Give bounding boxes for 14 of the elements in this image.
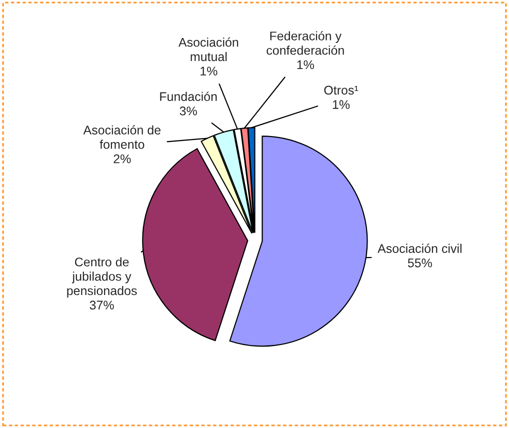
- slice-label: Fundación: [160, 92, 217, 102]
- data-label: 2%: [114, 154, 131, 164]
- data-label: 55%: [408, 258, 432, 268]
- slice-label: Federación y confederación: [266, 31, 344, 55]
- data-label: 1%: [297, 60, 314, 70]
- slice-label: Asociación de fomento: [83, 125, 161, 149]
- slice-label: Asociación civil: [378, 244, 462, 253]
- data-label: 1%: [200, 66, 218, 76]
- data-label: 3%: [180, 106, 197, 116]
- data-label: 1%: [332, 100, 350, 109]
- slice-label: Centro de jubilados y pensionados: [67, 257, 137, 298]
- slice-label: Otros¹: [324, 86, 358, 95]
- slice-label: Asociación mutual: [178, 37, 238, 62]
- data-label: 37%: [90, 300, 114, 310]
